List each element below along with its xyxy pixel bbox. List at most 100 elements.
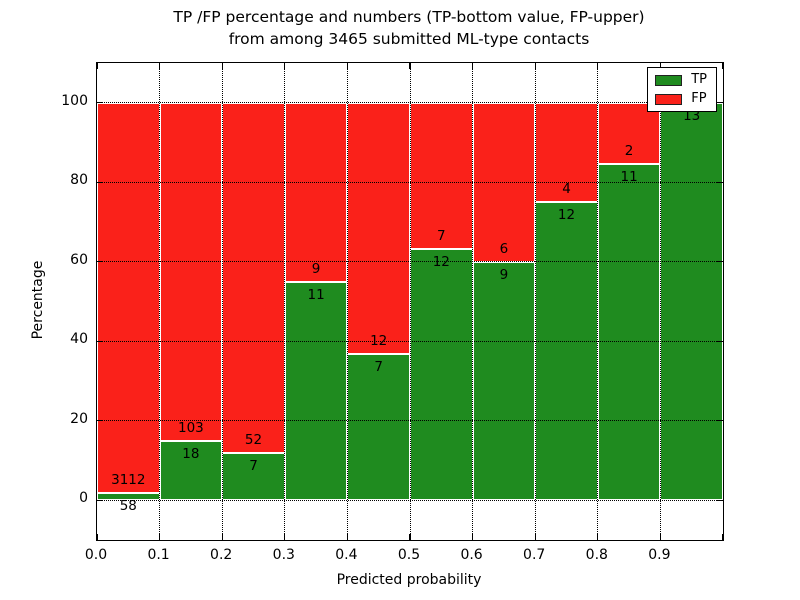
fp-count-label: 9: [311, 260, 321, 277]
x-tick-label: 0.9: [648, 547, 671, 563]
v-gridline: [284, 63, 286, 540]
tp-count-label: 9: [499, 266, 509, 283]
tp-count-label: 11: [620, 168, 638, 185]
v-gridline: [346, 63, 348, 540]
bar-segment-fp: [284, 102, 348, 282]
h-gridline: [97, 181, 723, 183]
y-tick-mark: [717, 102, 723, 104]
x-tick-mark: [534, 63, 536, 69]
x-axis-label: Predicted probability: [336, 572, 482, 588]
y-tick-label: 80: [70, 172, 88, 189]
v-gridline: [409, 63, 411, 540]
h-gridline: [97, 261, 723, 263]
x-tick-mark: [409, 534, 411, 540]
fp-count-label: 52: [244, 432, 263, 449]
bar-segment-tp: [410, 249, 473, 501]
h-gridline: [97, 499, 723, 501]
bar-segment-tp: [535, 202, 598, 501]
v-gridline: [472, 63, 474, 540]
x-tick-label: 0.2: [210, 547, 233, 563]
legend-swatch-tp: [655, 74, 683, 86]
bar-segment-fp: [222, 102, 285, 454]
x-tick-mark: [597, 63, 599, 69]
bar-segment-tp: [660, 102, 723, 501]
h-gridline: [97, 102, 723, 104]
y-tick-mark: [717, 420, 723, 422]
y-tick-mark: [97, 499, 103, 501]
y-tick-mark: [97, 340, 103, 342]
bar-segment-tp: [597, 163, 661, 501]
y-tick-mark: [97, 420, 103, 422]
fp-count-label: 12: [370, 332, 388, 349]
y-tick-mark: [97, 261, 103, 263]
x-tick-mark: [158, 534, 161, 540]
x-tick-mark: [346, 534, 349, 540]
bar-segment-fp: [347, 102, 410, 354]
y-tick-mark: [717, 181, 723, 183]
x-tick-mark: [221, 63, 223, 69]
y-tick-label: 60: [70, 251, 88, 268]
fp-count-label: 4: [562, 181, 571, 198]
y-tick-label: 100: [61, 92, 88, 109]
tp-count-label: 12: [432, 254, 450, 271]
x-tick-label: 0.1: [147, 547, 170, 563]
legend-swatch-fp: [655, 93, 683, 105]
x-tick-mark: [659, 534, 662, 540]
y-tick-mark: [717, 261, 723, 263]
x-tick-mark: [597, 534, 599, 540]
bar-segment-tp: [347, 353, 410, 501]
h-gridline: [97, 420, 723, 422]
x-tick-mark: [722, 534, 724, 540]
bar-segment-fp: [159, 102, 223, 442]
legend-label-fp: FP: [691, 91, 707, 106]
x-tick-mark: [96, 534, 98, 540]
x-tick-label: 0.6: [460, 547, 483, 563]
tp-count-label: 12: [557, 207, 576, 224]
x-tick-mark: [158, 63, 161, 69]
y-tick-mark: [717, 499, 723, 501]
x-tick-label: 0.4: [335, 547, 358, 563]
legend: TP FP: [647, 67, 717, 112]
y-tick-mark: [97, 181, 103, 183]
tp-count-label: 7: [374, 358, 383, 375]
x-tick-mark: [534, 534, 536, 540]
x-tick-mark: [221, 534, 223, 540]
chart-title-line1: TP /FP percentage and numbers (TP-bottom…: [173, 8, 645, 26]
y-tick-mark: [717, 340, 723, 342]
bar-segment-tp: [472, 261, 536, 501]
x-tick-mark: [284, 63, 286, 69]
y-tick-label: 0: [79, 490, 88, 507]
v-gridline: [659, 63, 661, 540]
tp-count-label: 58: [119, 497, 137, 514]
tp-count-label: 7: [249, 458, 258, 475]
x-tick-label: 0.3: [272, 547, 295, 563]
v-gridline: [159, 63, 161, 540]
bar-segment-tp: [284, 281, 348, 501]
legend-entry-fp: FP: [655, 92, 707, 106]
x-tick-mark: [96, 63, 98, 69]
plot-area: TP FP 3112 58 103 18 52 7 9 11 12 7 7 12 6 9 4 12 2 11 13: [96, 62, 724, 541]
x-tick-label: 0.8: [585, 547, 608, 563]
fp-count-label: 3112: [111, 471, 146, 488]
y-tick-label: 20: [70, 410, 88, 427]
x-tick-mark: [409, 63, 411, 69]
x-tick-mark: [471, 63, 474, 69]
x-tick-label: 0.5: [397, 547, 421, 563]
fp-count-label: 103: [178, 420, 204, 437]
x-tick-mark: [659, 63, 662, 69]
fp-count-label: 6: [499, 240, 509, 257]
chart-title: TP /FP percentage and numbers (TP-bottom…: [96, 6, 722, 50]
legend-label-tp: TP: [691, 72, 707, 87]
y-axis-label: Percentage: [30, 260, 46, 340]
bar-segment-fp: [97, 102, 160, 493]
fp-count-label: 2: [624, 142, 634, 159]
x-tick-mark: [284, 534, 286, 540]
v-gridline: [597, 63, 599, 540]
x-tick-label: 0.7: [523, 547, 546, 563]
h-gridline: [97, 340, 723, 342]
legend-entry-tp: TP: [655, 73, 707, 87]
x-tick-mark: [471, 534, 474, 540]
x-tick-label: 0.0: [84, 547, 108, 563]
fp-count-label: 7: [437, 228, 446, 245]
